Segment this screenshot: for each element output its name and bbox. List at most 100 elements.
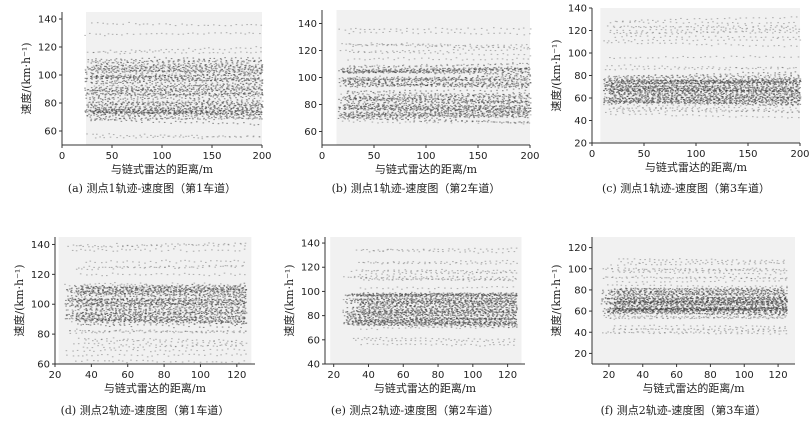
trajectory-point	[396, 45, 398, 46]
trajectory-point	[236, 47, 238, 48]
trajectory-point	[251, 105, 253, 106]
trajectory-point	[160, 49, 162, 50]
trajectory-point	[360, 29, 362, 30]
trajectory-point	[135, 52, 137, 53]
trajectory-point	[105, 99, 107, 100]
trajectory-point	[398, 99, 400, 100]
trajectory-point	[378, 68, 380, 69]
trajectory-point	[187, 102, 189, 103]
trajectory-point	[465, 96, 467, 97]
trajectory-point	[96, 76, 98, 77]
trajectory-point	[196, 121, 198, 122]
trajectory-point	[141, 64, 143, 65]
trajectory-point	[487, 107, 489, 108]
trajectory-point	[244, 74, 246, 75]
trajectory-point	[170, 123, 172, 124]
trajectory-point	[91, 111, 93, 112]
trajectory-point	[135, 59, 137, 60]
trajectory-point	[146, 91, 148, 92]
trajectory-point	[105, 77, 107, 78]
trajectory-point	[173, 105, 175, 106]
trajectory-point	[150, 135, 152, 136]
trajectory-point	[129, 53, 131, 54]
trajectory-point	[525, 69, 527, 70]
trajectory-point	[173, 68, 175, 69]
trajectory-point	[234, 136, 236, 137]
trajectory-point	[451, 116, 453, 117]
trajectory-point	[234, 115, 236, 116]
trajectory-point	[395, 44, 397, 45]
trajectory-point	[222, 71, 224, 72]
trajectory-point	[165, 104, 167, 105]
trajectory-point	[149, 80, 151, 81]
trajectory-point	[218, 136, 220, 137]
trajectory-point	[132, 71, 134, 72]
trajectory-point	[483, 71, 485, 72]
trajectory-point	[143, 24, 145, 25]
trajectory-point	[209, 58, 211, 59]
trajectory-point	[205, 108, 207, 109]
trajectory-point	[102, 90, 104, 91]
trajectory-point	[241, 71, 243, 72]
trajectory-point	[201, 89, 203, 90]
trajectory-point	[389, 90, 391, 91]
trajectory-point	[201, 136, 203, 137]
trajectory-point	[418, 80, 420, 81]
trajectory-point	[88, 110, 90, 111]
trajectory-point	[183, 49, 185, 50]
trajectory-point	[131, 104, 133, 105]
trajectory-point	[109, 85, 111, 86]
trajectory-point	[355, 95, 357, 96]
trajectory-point	[96, 102, 98, 103]
trajectory-point	[173, 137, 175, 138]
trajectory-point	[151, 110, 153, 111]
trajectory-point	[479, 93, 481, 94]
trajectory-point	[432, 44, 434, 45]
trajectory-point	[144, 51, 146, 52]
trajectory-point	[99, 88, 101, 89]
trajectory-point	[109, 88, 111, 89]
trajectory-point	[158, 50, 160, 51]
trajectory-point	[125, 74, 127, 75]
trajectory-point	[412, 29, 414, 30]
trajectory-point	[95, 60, 97, 61]
trajectory-point	[162, 137, 164, 138]
trajectory-point	[141, 66, 143, 67]
trajectory-point	[421, 58, 423, 59]
trajectory-point	[475, 78, 477, 79]
trajectory-point	[141, 67, 143, 68]
trajectory-point	[229, 95, 231, 96]
trajectory-point	[238, 92, 240, 93]
trajectory-point	[524, 68, 526, 69]
trajectory-point	[217, 84, 219, 85]
trajectory-point	[426, 114, 428, 115]
trajectory-point	[124, 67, 126, 68]
trajectory-point	[214, 64, 216, 65]
trajectory-point	[140, 97, 142, 98]
trajectory-point	[142, 99, 144, 100]
trajectory-point	[196, 103, 198, 104]
trajectory-point	[129, 78, 131, 79]
trajectory-point	[185, 65, 187, 66]
trajectory-point	[200, 108, 202, 109]
trajectory-point	[130, 62, 132, 63]
trajectory-point	[116, 58, 118, 59]
trajectory-point	[526, 104, 528, 105]
trajectory-point	[99, 136, 101, 137]
trajectory-point	[200, 49, 202, 50]
trajectory-point	[137, 100, 139, 101]
trajectory-point	[166, 115, 168, 116]
trajectory-point	[512, 59, 514, 60]
trajectory-point	[408, 59, 410, 60]
trajectory-point	[230, 100, 232, 101]
trajectory-point	[177, 109, 179, 110]
trajectory-point	[216, 103, 218, 104]
trajectory-point	[215, 63, 217, 64]
trajectory-point	[147, 23, 149, 24]
trajectory-point	[142, 73, 144, 74]
trajectory-point	[199, 64, 201, 65]
trajectory-point	[458, 97, 460, 98]
trajectory-point	[135, 90, 137, 91]
trajectory-point	[88, 89, 90, 90]
trajectory-point	[367, 77, 369, 78]
